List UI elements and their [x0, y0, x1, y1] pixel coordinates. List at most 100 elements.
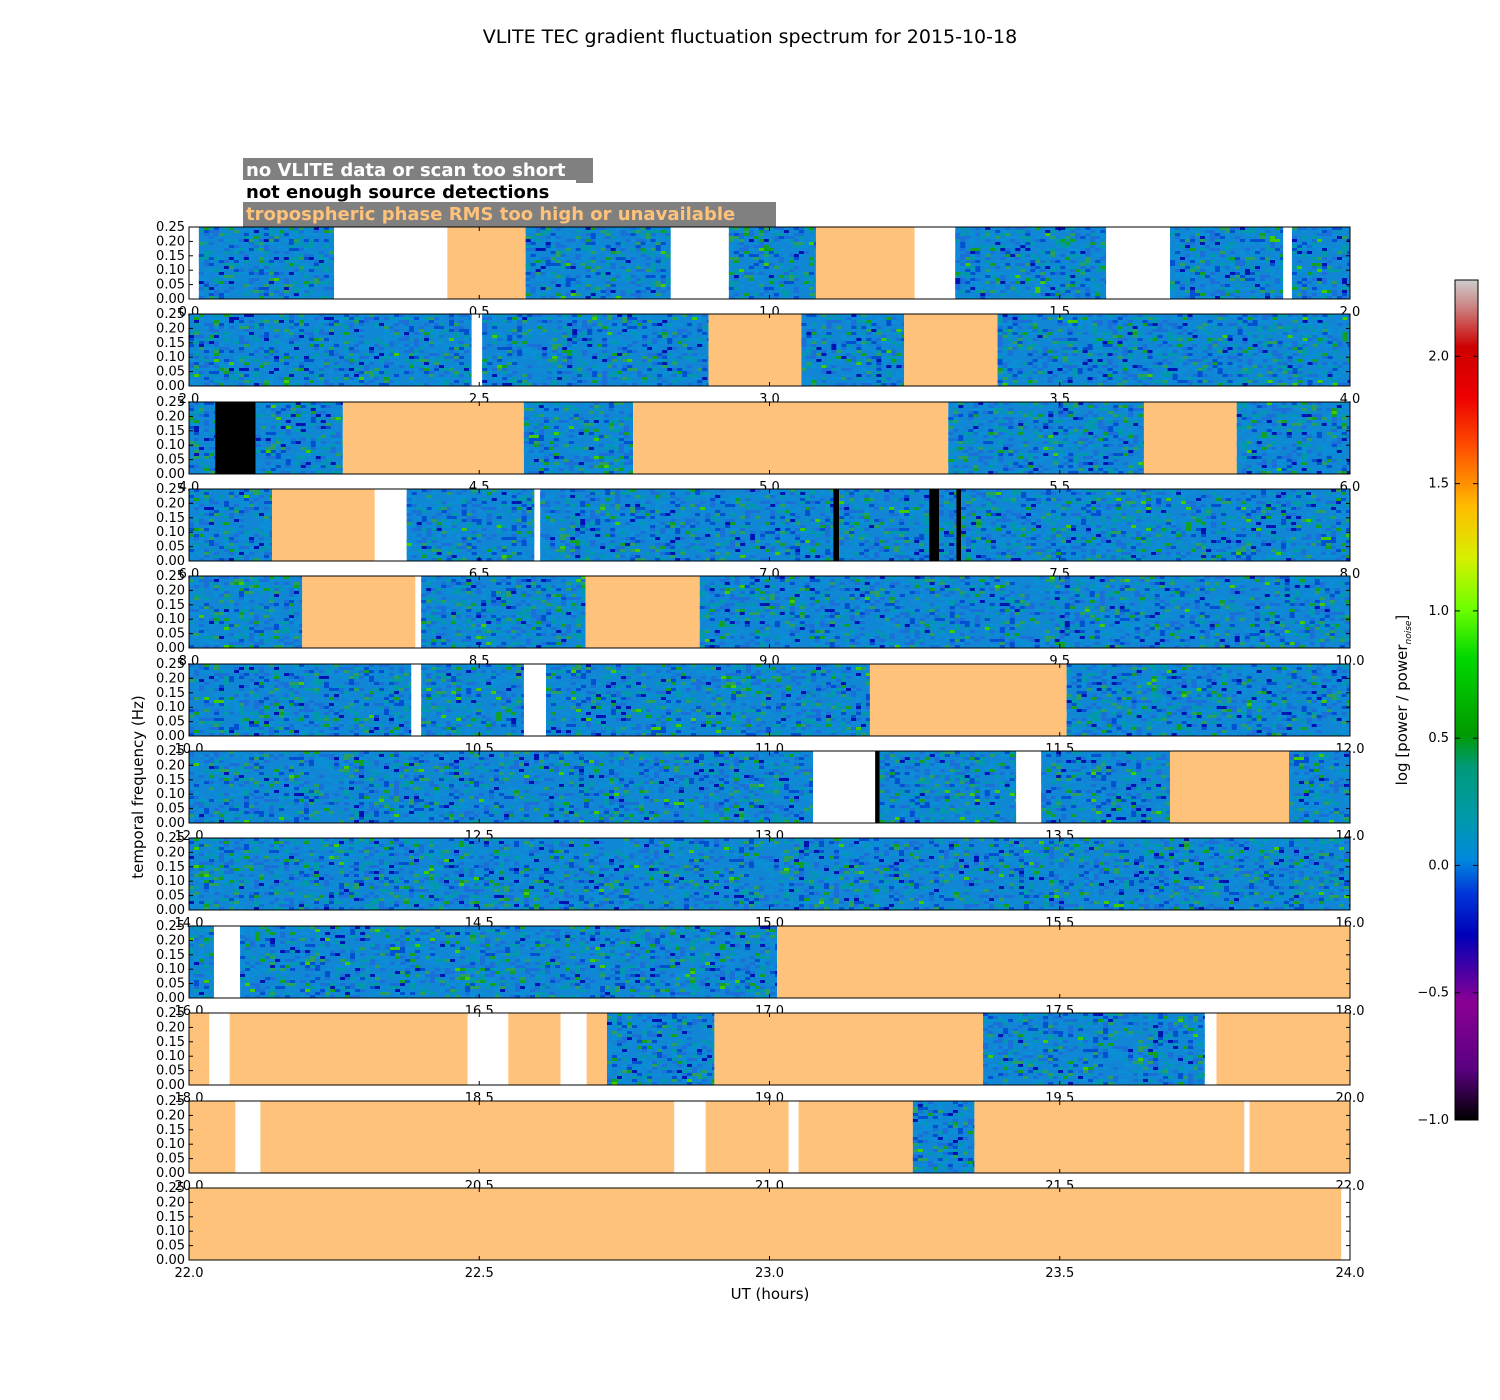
y-tick-label: 0.25: [156, 1006, 185, 1021]
spectrum-data-segment: [948, 402, 1144, 474]
y-tick-label: 0.10: [156, 1049, 185, 1064]
spectrum-data-segment: [998, 314, 1350, 386]
spectrum-data-segment: [880, 751, 1016, 823]
y-tick-label: 0.25: [156, 220, 185, 235]
y-tick-label: 0.10: [156, 263, 185, 278]
panel-4: 0.000.050.100.150.200.256.0 6.5 7.0 7.5 8.0: [156, 482, 1360, 582]
no-data-segment: [472, 314, 482, 386]
spectrum-data-segment: [540, 489, 833, 561]
no-data-segment: [1205, 1013, 1217, 1085]
spectrum-data-segment: [1041, 751, 1170, 823]
x-tick-label: 23.5: [1045, 1266, 1074, 1281]
legend: no VLITE data or scan too short not enou…: [243, 158, 776, 227]
no-data-segment: [561, 1013, 587, 1085]
legend-label-trop: tropospheric phase RMS too high or unava…: [246, 204, 735, 225]
y-tick-label: 0.10: [156, 525, 185, 540]
y-tick-label: 0.05: [156, 802, 185, 817]
no-data-segment: [214, 926, 240, 998]
legend-label-no-data: no VLITE data or scan too short: [246, 160, 566, 181]
y-axis-label: temporal frequency (Hz): [129, 695, 147, 879]
troposphere-flag-segment: [447, 227, 525, 299]
no-detection-segment: [929, 489, 939, 561]
spectrum-data-segment: [482, 314, 708, 386]
y-tick-label: 0.10: [156, 1137, 185, 1152]
colorbar-tick-label: 1.5: [1428, 477, 1449, 492]
colorbar-label: log [power / powernoise]: [1393, 615, 1414, 786]
y-tick-label: 0.20: [156, 496, 185, 511]
y-tick-label: 0.05: [156, 453, 185, 468]
spectrum-data-segment: [913, 1101, 975, 1173]
y-tick-label: 0.20: [156, 1020, 185, 1035]
x-tick-label: 23.0: [755, 1266, 784, 1281]
no-data-segment: [189, 227, 199, 299]
y-tick-label: 0.25: [156, 395, 185, 410]
no-data-segment: [813, 751, 875, 823]
y-tick-label: 0.05: [156, 278, 185, 293]
troposphere-flag-segment: [508, 1013, 560, 1085]
y-tick-label: 0.20: [156, 758, 185, 773]
y-tick-label: 0.25: [156, 569, 185, 584]
y-tick-label: 0.20: [156, 583, 185, 598]
troposphere-flag-segment: [189, 1188, 1341, 1260]
colorbar-gradient: [1455, 280, 1478, 1120]
y-tick-label: 0.20: [156, 234, 185, 249]
spectrum-data-segment: [256, 402, 343, 474]
spectrum-data-segment: [189, 838, 1350, 910]
y-tick-label: 0.05: [156, 1239, 185, 1254]
y-tick-label: 0.15: [156, 773, 185, 788]
y-tick-label: 0.25: [156, 482, 185, 497]
y-tick-label: 0.10: [156, 787, 185, 802]
no-data-segment: [209, 1013, 229, 1085]
spectrum-data-segment: [801, 314, 904, 386]
spectrum-data-segment: [1170, 227, 1283, 299]
spectrum-data-segment: [189, 402, 215, 474]
troposphere-flag-segment: [633, 402, 948, 474]
troposphere-flag-segment: [302, 576, 415, 648]
y-tick-label: 0.20: [156, 671, 185, 686]
colorbar-tick-label: 2.0: [1428, 349, 1449, 364]
troposphere-flag-segment: [272, 489, 375, 561]
colorbar-tick-label: 1.0: [1428, 604, 1449, 619]
spectrum-data-segment: [939, 489, 956, 561]
spectrum-data-segment: [421, 576, 585, 648]
troposphere-flag-segment: [870, 664, 1067, 736]
y-tick-label: 0.25: [156, 307, 185, 322]
colorbar-tick-label: −1.0: [1417, 1113, 1449, 1128]
y-tick-label: 0.15: [156, 1035, 185, 1050]
spectrum-data-segment: [607, 1013, 714, 1085]
troposphere-flag-segment: [1250, 1101, 1350, 1173]
y-tick-label: 0.10: [156, 700, 185, 715]
no-data-segment: [375, 489, 407, 561]
no-data-segment: [534, 489, 540, 561]
spectrum-data-segment: [189, 576, 302, 648]
chart-title: VLITE TEC gradient fluctuation spectrum …: [483, 26, 1017, 48]
no-data-segment: [1106, 227, 1170, 299]
no-detection-segment: [833, 489, 839, 561]
y-tick-label: 0.20: [156, 321, 185, 336]
spectrum-data-segment: [1289, 751, 1350, 823]
y-tick-label: 0.05: [156, 365, 185, 380]
y-tick-label: 0.15: [156, 336, 185, 351]
no-data-segment: [415, 576, 421, 648]
y-tick-label: 0.15: [156, 686, 185, 701]
no-detection-segment: [875, 751, 880, 823]
no-data-segment: [1244, 1101, 1249, 1173]
legend-label-detections: not enough source detections: [246, 182, 549, 203]
troposphere-flag-segment: [260, 1101, 674, 1173]
y-tick-label: 0.25: [156, 1094, 185, 1109]
spectrum-data-segment: [407, 489, 535, 561]
no-data-segment: [524, 664, 546, 736]
spectrum-data-segment: [189, 751, 813, 823]
panels-group: 0.000.050.100.150.200.250.0 0.5 1.0 1.5 2.00…: [156, 220, 1364, 1281]
troposphere-flag-segment: [189, 1101, 235, 1173]
troposphere-flag-segment: [1216, 1013, 1350, 1085]
x-tick-label: 22.5: [465, 1266, 494, 1281]
y-tick-label: 0.25: [156, 744, 185, 759]
troposphere-flag-segment: [714, 1013, 983, 1085]
x-axis-label: UT (hours): [731, 1285, 810, 1303]
x-tick-label: 22.0: [175, 1266, 204, 1281]
colorbar-tick-label: 0.5: [1428, 731, 1449, 746]
